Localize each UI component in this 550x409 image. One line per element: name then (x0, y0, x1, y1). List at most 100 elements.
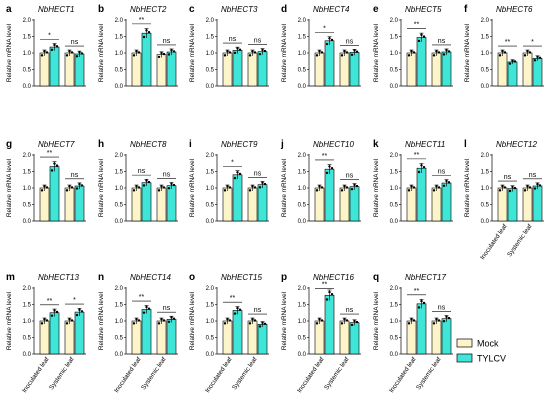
replicate-point (343, 318, 346, 321)
panel-a: a NbHECT1 Relative mRNA level 0.0 0.5 1.0 1.5 2… (6, 4, 86, 90)
panel-g: g NbHECT7 Relative mRNA level 0.0 0.5 1.0 1.5 2… (6, 139, 86, 225)
y-tick-label: 1.5 (23, 35, 32, 41)
replicate-point (318, 50, 321, 53)
replicate-point (533, 187, 537, 190)
y-tick-label: 1.0 (115, 51, 124, 57)
bar-tylcv-inoculated (507, 188, 518, 222)
y-tick-label: 0.0 (23, 84, 32, 90)
replicate-point (226, 185, 229, 188)
replicate-point (251, 50, 254, 53)
replicate-point (43, 50, 46, 53)
y-tick-label: 0.0 (115, 352, 124, 358)
y-tick-label: 1.0 (115, 186, 124, 192)
replicate-point (432, 189, 436, 192)
replicate-point (498, 189, 502, 192)
bar-tylcv-systemic (349, 186, 360, 222)
panel-c: c NbHECT3 Relative mRNA level 0.0 0.5 1.0 1.5 2… (189, 4, 269, 90)
significance-label: ** (414, 152, 420, 159)
replicate-point (263, 322, 267, 325)
panel-e: e NbHECT5 Relative mRNA level 0.0 0.5 1.0 1.5 2… (373, 4, 453, 90)
y-tick-label: 1.5 (23, 170, 32, 176)
replicate-point (160, 51, 163, 55)
y-tick-label: 1.5 (298, 303, 307, 309)
bar-tylcv-inoculated (141, 309, 152, 355)
panel-letter: n (98, 272, 104, 283)
replicate-point (343, 50, 346, 53)
replicate-point (233, 176, 237, 180)
y-axis-label: Relative mRNA level (281, 292, 288, 350)
significance-label: ns (346, 173, 354, 180)
y-tick-label: 2.0 (115, 153, 124, 159)
legend-mock-label: Mock (477, 339, 499, 349)
replicate-point (315, 54, 319, 57)
significance-label: ** (414, 288, 420, 295)
y-tick-label: 2.0 (23, 153, 32, 159)
bar-mock-inoculated (222, 320, 233, 355)
replicate-point (68, 318, 71, 321)
replicate-point (236, 47, 239, 50)
y-tick-label: 2.0 (481, 153, 490, 159)
y-tick-label: 2.0 (298, 18, 307, 24)
y-axis-label: Relative mRNA level (189, 24, 196, 82)
replicate-point (501, 185, 504, 188)
bar-mock-systemic (156, 187, 167, 222)
y-tick-label: 2.0 (481, 18, 490, 24)
panel-letter: b (98, 4, 104, 15)
replicate-point (422, 35, 426, 38)
significance-label: ** (322, 281, 328, 288)
replicate-point (53, 162, 56, 165)
y-tick-label: 2.0 (206, 153, 215, 159)
panel-letter: o (189, 272, 195, 283)
replicate-point (55, 164, 59, 167)
y-tick-label: 0.5 (481, 68, 490, 74)
replicate-point (407, 54, 411, 57)
y-axis-label: Relative mRNA level (373, 24, 380, 82)
replicate-point (135, 50, 138, 53)
significance-label: ns (438, 168, 446, 175)
bar-tylcv-inoculated (232, 50, 243, 87)
y-axis-label: Relative mRNA level (6, 292, 13, 350)
y-axis-label: Relative mRNA level (373, 159, 380, 217)
significance-label: ns (254, 38, 262, 45)
panel-letter: k (373, 139, 379, 150)
panel-letter: h (98, 139, 104, 150)
bar-mock-systemic (522, 187, 533, 222)
replicate-point (330, 38, 334, 42)
bar-mock-inoculated (406, 320, 417, 355)
bar-tylcv-inoculated (141, 182, 152, 222)
y-tick-label: 0.5 (298, 203, 307, 209)
replicate-point (65, 54, 69, 57)
panel-letter: i (189, 139, 192, 150)
replicate-point (50, 169, 54, 172)
y-tick-label: 0.5 (481, 203, 490, 209)
replicate-point (513, 186, 517, 190)
significance-label: * (73, 297, 76, 304)
bar-tylcv-systemic (74, 311, 85, 355)
panels-layer: a NbHECT1 Relative mRNA level 0.0 0.5 1.0 1.5 2… (6, 4, 544, 394)
replicate-point (157, 55, 161, 59)
panel-letter: q (373, 272, 379, 283)
replicate-point (238, 172, 242, 176)
replicate-point (228, 186, 232, 189)
x-category-label: Systemic leaf (506, 223, 534, 258)
replicate-point (40, 189, 44, 192)
replicate-point (442, 320, 446, 323)
replicate-point (40, 54, 44, 57)
replicate-point (135, 318, 138, 321)
panel-letter: a (6, 4, 12, 15)
replicate-point (320, 319, 324, 322)
y-tick-label: 0.5 (298, 336, 307, 342)
replicate-point (137, 319, 141, 322)
replicate-point (410, 50, 413, 53)
replicate-point (170, 48, 173, 52)
gene-name: NbHECT16 (313, 273, 354, 282)
y-tick-label: 0.5 (206, 68, 215, 74)
bar-mock-inoculated (406, 52, 417, 87)
replicate-point (350, 53, 354, 56)
y-tick-label: 2.0 (390, 18, 399, 24)
panel-letter: p (281, 272, 287, 283)
replicate-point (78, 182, 81, 186)
replicate-point (328, 290, 331, 294)
replicate-point (442, 184, 446, 187)
gene-name: NbHECT17 (405, 273, 446, 282)
